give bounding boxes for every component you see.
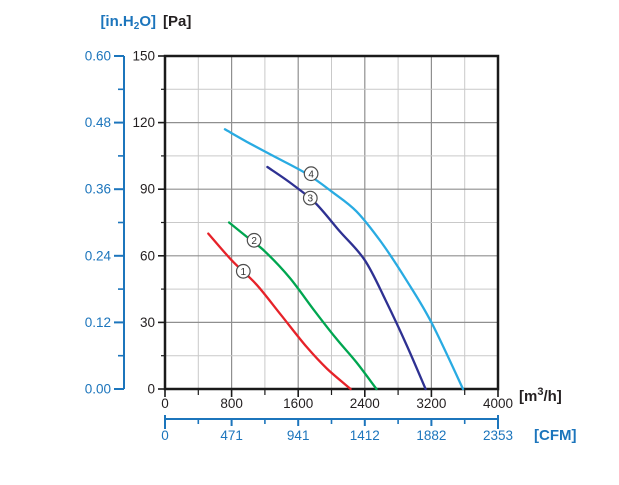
pressure-unit-pa-label: [Pa] bbox=[163, 13, 192, 30]
m3h-text: [m bbox=[519, 388, 538, 405]
inh2o-text: [in.H bbox=[100, 13, 134, 30]
cfm-axis-tick-label: 1882 bbox=[416, 428, 446, 443]
inh2o-axis-tick-label: 0.48 bbox=[85, 115, 111, 130]
cfm-axis-tick-label: 0 bbox=[161, 428, 169, 443]
cfm-axis-tick-label: 1412 bbox=[350, 428, 380, 443]
pressure-unit-inh2o-label: [in.H2O] bbox=[64, 13, 156, 32]
inh2o-axis-tick-label: 0.24 bbox=[85, 248, 112, 263]
inh2o-text-end: O] bbox=[139, 13, 156, 30]
pa-axis-tick-label: 60 bbox=[140, 248, 155, 263]
cfm-axis-tick-label: 2353 bbox=[483, 428, 513, 443]
curve-number-marker-1 bbox=[235, 263, 251, 279]
curve-number-text-1: 1 bbox=[241, 267, 247, 278]
curve-4 bbox=[223, 128, 465, 391]
flow-unit-cfm-label: [CFM] bbox=[534, 427, 577, 444]
flow-unit-m3h-label: [m3/h] bbox=[519, 386, 562, 405]
m3h-axis-tick-label: 800 bbox=[220, 396, 243, 411]
inh2o-axis-tick-label: 0.36 bbox=[85, 182, 111, 197]
curve-3 bbox=[266, 165, 427, 391]
m3h-axis-tick-label: 3200 bbox=[416, 396, 446, 411]
inh2o-subscript: 2 bbox=[133, 21, 140, 32]
pa-axis-tick-label: 0 bbox=[147, 382, 155, 397]
curve-number-text-3: 3 bbox=[308, 194, 314, 205]
curve-1 bbox=[207, 232, 352, 391]
m3h-axis-tick-label: 4000 bbox=[483, 396, 513, 411]
inh2o-axis-tick-label: 0.12 bbox=[85, 315, 111, 330]
pa-axis-tick-label: 120 bbox=[132, 115, 155, 130]
m3h-axis-tick-label: 2400 bbox=[350, 396, 380, 411]
inh2o-axis-tick-label: 0.00 bbox=[85, 382, 111, 397]
m3h-superscript: 3 bbox=[537, 386, 544, 398]
pa-axis-tick-label: 30 bbox=[140, 315, 155, 330]
cfm-axis-tick-label: 941 bbox=[287, 428, 310, 443]
m3h-text-end: /h] bbox=[543, 388, 562, 405]
inh2o-axis-tick-label: 0.60 bbox=[85, 49, 111, 64]
curve-number-marker-4 bbox=[303, 166, 319, 182]
cfm-axis-tick-label: 471 bbox=[220, 428, 243, 443]
pa-axis-tick-label: 150 bbox=[132, 49, 155, 64]
curve-number-text-4: 4 bbox=[308, 169, 314, 180]
m3h-axis-tick-label: 0 bbox=[161, 396, 169, 411]
curve-number-marker-3 bbox=[302, 190, 318, 206]
m3h-axis-tick-label: 1600 bbox=[283, 396, 313, 411]
curve-number-marker-2 bbox=[246, 232, 262, 248]
curve-number-text-2: 2 bbox=[251, 236, 257, 247]
pa-axis-tick-label: 90 bbox=[140, 182, 155, 197]
